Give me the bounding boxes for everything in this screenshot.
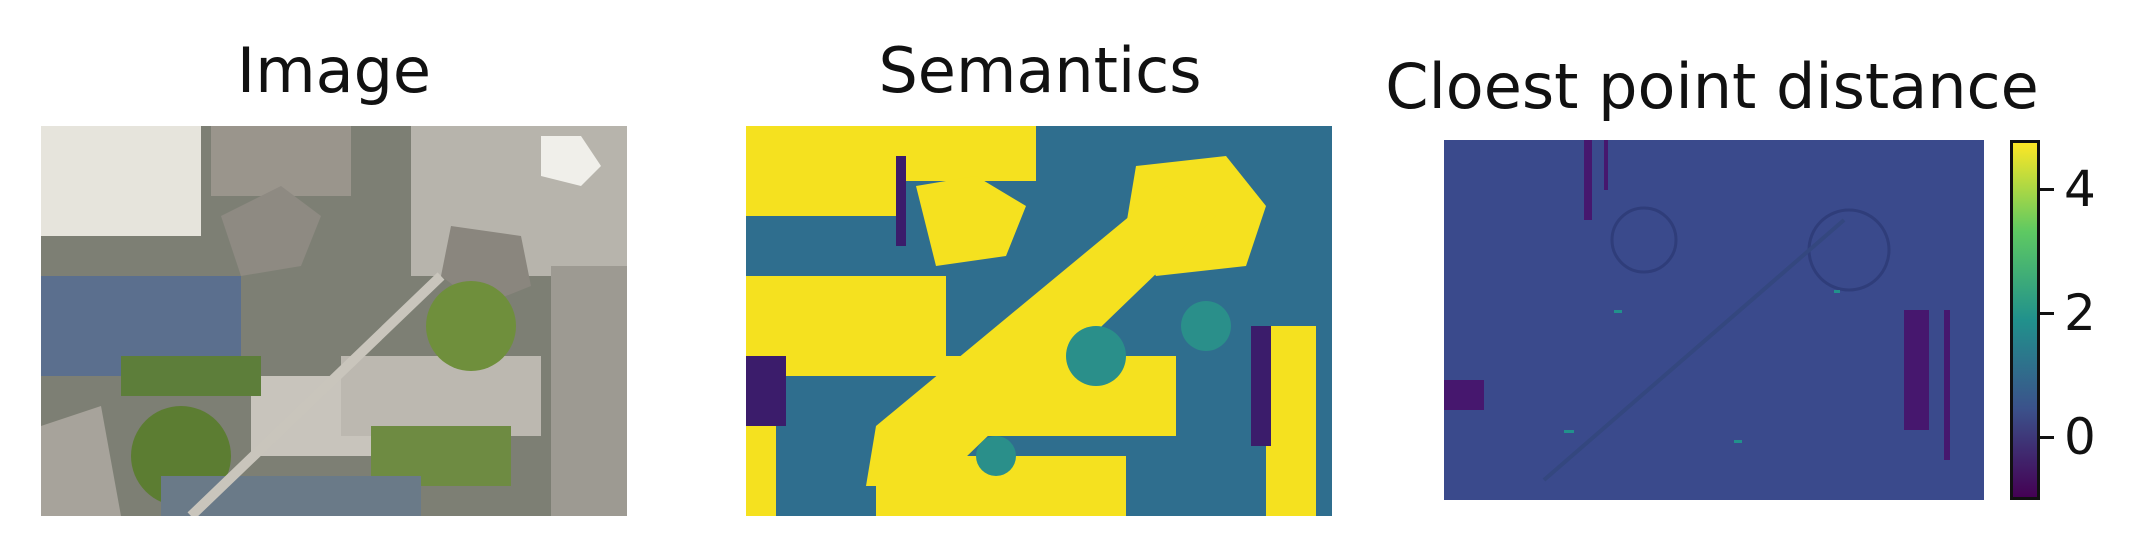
colorbar-tick [2040, 188, 2054, 192]
colorbar-tick-label: 2 [2064, 283, 2096, 342]
colorbar-tick [2040, 312, 2054, 316]
colorbar-tick [2040, 436, 2054, 440]
panel-title-distance: Cloest point distance [1385, 50, 2039, 123]
aerial-image [41, 126, 627, 516]
colorbar-tick-label: 4 [2064, 159, 2096, 218]
panel-title-semantics: Semantics [878, 34, 1202, 107]
distance-map [1444, 140, 1984, 500]
semantics-map [746, 126, 1332, 516]
colorbar-tick-label: 0 [2064, 407, 2096, 466]
colorbar [2010, 140, 2040, 500]
panel-title-image: Image [236, 34, 432, 107]
